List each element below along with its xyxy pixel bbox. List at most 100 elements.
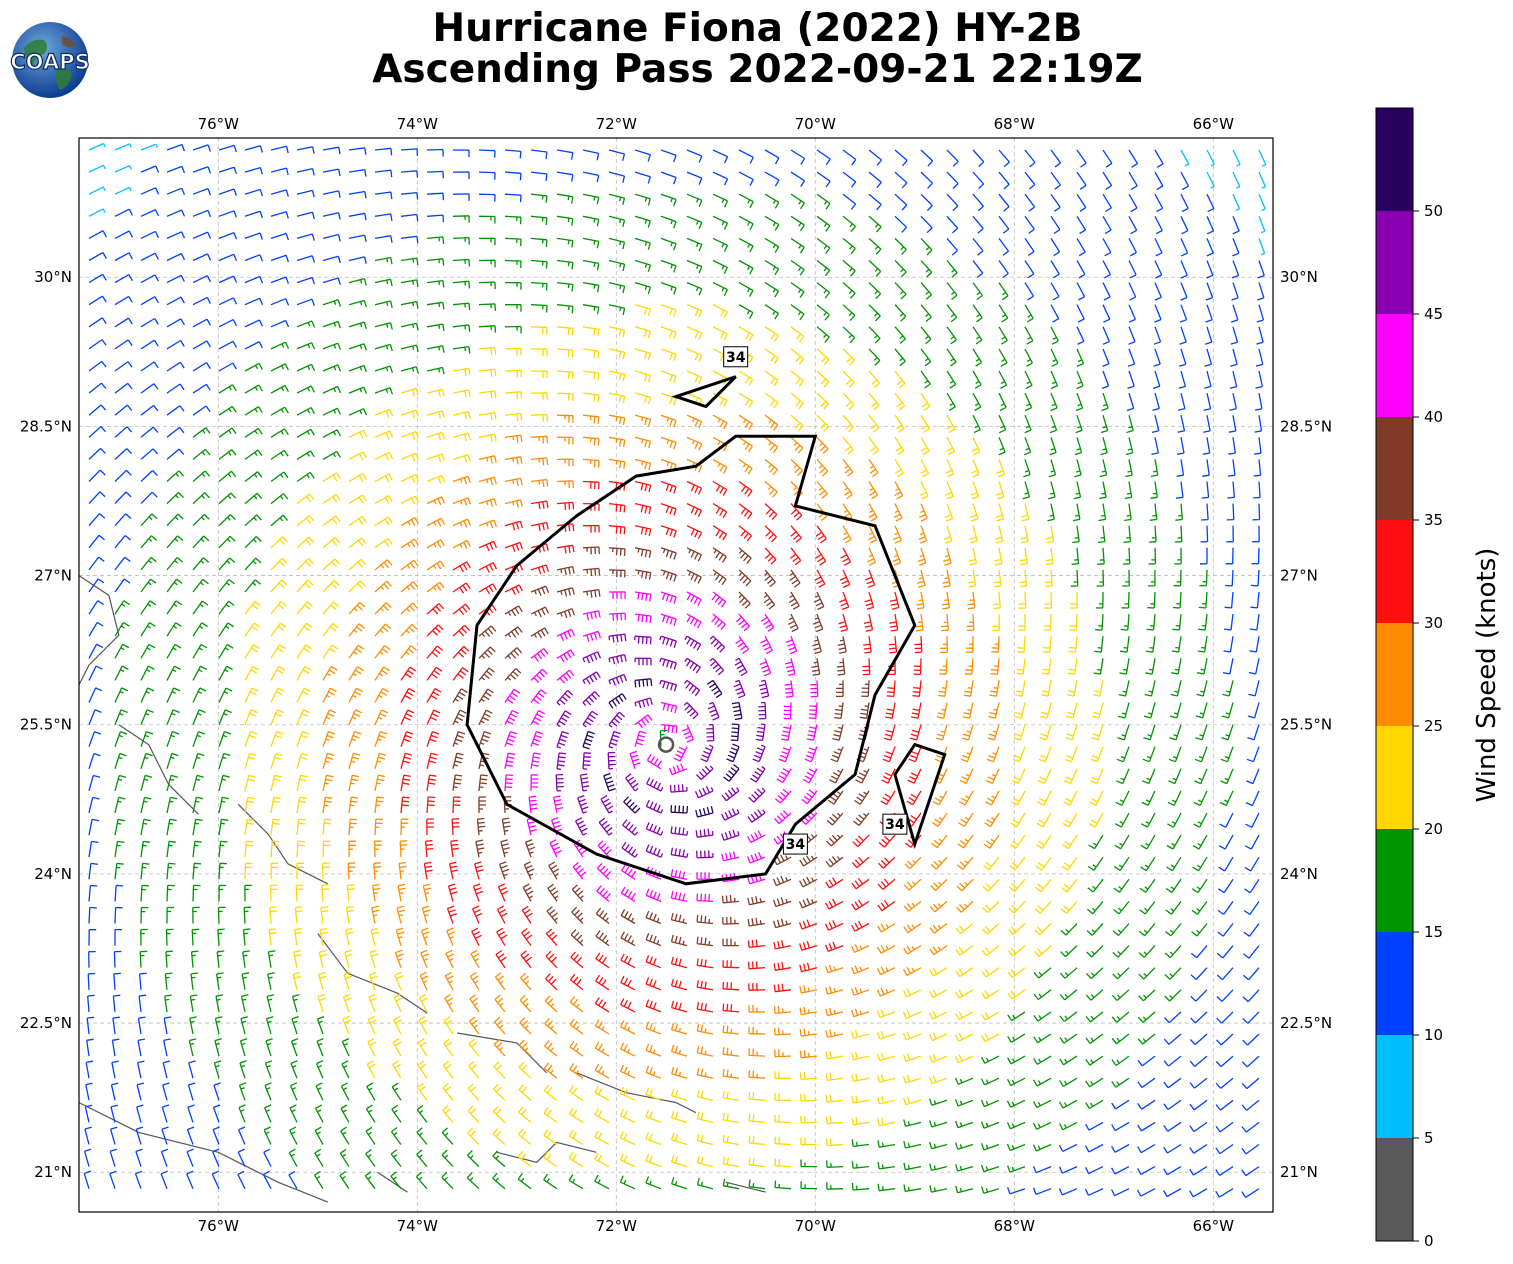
- wind-barb: [1033, 1033, 1052, 1044]
- wind-barb: [530, 149, 548, 160]
- wind-barb: [992, 614, 1001, 631]
- wind-barb: [608, 673, 628, 686]
- wind-barb: [452, 667, 469, 681]
- wind-barb: [1094, 636, 1104, 653]
- wind-barb: [348, 494, 367, 505]
- wind-barb: [1196, 680, 1208, 697]
- wind-barb: [114, 143, 132, 151]
- wind-barb: [341, 1038, 350, 1057]
- wind-barb: [971, 437, 981, 456]
- wind-barb: [1095, 614, 1104, 631]
- wind-barb: [660, 348, 677, 362]
- contour-34kt-main: [465, 434, 917, 886]
- wind-barb: [556, 304, 574, 314]
- wind-barb: [270, 471, 289, 483]
- contour-label: 34: [786, 837, 806, 853]
- wind-barb: [374, 256, 393, 265]
- wind-barb: [296, 796, 307, 814]
- wind-barb: [420, 949, 430, 968]
- wind-barb: [87, 972, 96, 990]
- wind-barb: [140, 230, 159, 239]
- wind-barb: [296, 189, 315, 198]
- wind-barb: [530, 648, 549, 662]
- wind-barb: [140, 752, 153, 769]
- wind-barb: [954, 1054, 974, 1064]
- wind-barb: [815, 547, 827, 566]
- wind-barb: [1118, 680, 1130, 697]
- wind-barb: [987, 724, 1000, 741]
- wind-barb: [1059, 1055, 1078, 1066]
- wind-barb: [340, 1126, 350, 1145]
- lat-tick-label-left: 25.5°N: [20, 716, 72, 734]
- wind-barb: [390, 1149, 402, 1167]
- wind-barb: [418, 1016, 428, 1035]
- wind-barb: [504, 584, 523, 595]
- wind-barb: [582, 193, 600, 205]
- wind-barb: [270, 341, 290, 350]
- wind-barb: [114, 274, 133, 284]
- wind-barb: [1140, 812, 1156, 828]
- wind-barb: [543, 1151, 558, 1168]
- wind-barb: [467, 1105, 480, 1123]
- wind-barb: [763, 591, 776, 610]
- wind-barb: [711, 613, 726, 631]
- wind-barb: [998, 348, 1008, 367]
- wind-barb: [620, 1020, 636, 1035]
- wind-barb: [112, 1016, 120, 1035]
- wind-barb: [452, 709, 467, 725]
- wind-barb: [469, 971, 480, 991]
- wind-barb: [374, 516, 393, 527]
- wind-barb: [1128, 260, 1137, 279]
- wind-barb: [270, 276, 290, 284]
- wind-barb: [1255, 348, 1264, 367]
- wind-barb: [426, 560, 445, 571]
- wind-barb: [868, 171, 882, 189]
- wind-barb: [1256, 282, 1265, 301]
- wind-barb: [140, 556, 157, 571]
- wind-barb: [114, 230, 133, 239]
- wind-barb: [1032, 1143, 1052, 1152]
- wind-barb: [452, 215, 470, 223]
- wind-barb: [966, 614, 975, 632]
- wind-barb: [596, 885, 611, 902]
- wind-barb: [1180, 216, 1189, 235]
- wind-barb: [660, 591, 677, 604]
- wind-barb: [1015, 680, 1026, 697]
- wind-barb: [1197, 636, 1208, 653]
- wind-barb: [296, 233, 315, 241]
- wind-barb: [342, 1015, 352, 1035]
- wind-barb: [478, 390, 497, 399]
- wind-barb: [608, 547, 626, 556]
- wind-barb: [426, 301, 445, 310]
- wind-barb: [804, 746, 818, 763]
- wind-barb: [296, 644, 312, 659]
- wind-barb: [166, 513, 184, 527]
- wind-barb: [550, 817, 563, 836]
- contour-label-box: [723, 346, 749, 368]
- wind-barb: [416, 1149, 428, 1168]
- wind-barb: [543, 1062, 558, 1079]
- wind-barb: [686, 149, 703, 163]
- wind-barb: [345, 905, 355, 924]
- wind-barb: [296, 276, 316, 285]
- wind-barb: [348, 752, 361, 769]
- wind-barb: [426, 581, 445, 593]
- wind-barb: [270, 752, 283, 769]
- wind-barb: [218, 514, 236, 527]
- wind-barb: [1095, 591, 1104, 609]
- wind-barb: [166, 187, 186, 195]
- wind-barb: [218, 362, 237, 372]
- wind-barb: [851, 920, 870, 932]
- wind-barb: [917, 569, 926, 588]
- wind-barb: [452, 280, 471, 289]
- wind-barb: [1203, 415, 1211, 433]
- wind-barb: [218, 297, 238, 306]
- wind-barb: [608, 591, 626, 600]
- wind-barb: [608, 633, 627, 643]
- wind-barb: [166, 665, 181, 681]
- wind-barb: [166, 643, 182, 659]
- wind-barb: [954, 1099, 974, 1107]
- wind-barb: [166, 165, 186, 174]
- wind-barb: [1245, 812, 1260, 828]
